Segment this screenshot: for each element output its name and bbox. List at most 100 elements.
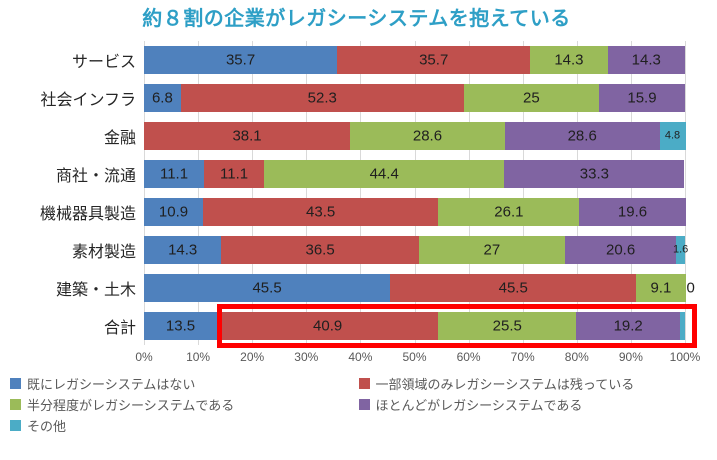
gridline: [414, 41, 416, 345]
category-label: サービス: [71, 54, 136, 71]
bar-row: 35.7 35.7 14.3 14.3: [144, 41, 685, 79]
bar: 35.7 35.7 14.3 14.3: [144, 46, 685, 74]
bar-value-label: 19.6: [617, 203, 648, 221]
legend-item: 既にレガシーシステムはない: [10, 373, 359, 394]
bar-row: 11.1 11.1 44.4 33.3: [144, 155, 685, 193]
bar-value-label: 26.1: [494, 203, 524, 221]
x-tick-label: 70%: [510, 350, 535, 364]
bar-segment: 27: [418, 236, 565, 264]
bar-segment: 25.5: [438, 312, 577, 340]
category-label: 機械器具製造: [39, 206, 136, 223]
bar-segment: 6.8: [144, 84, 181, 112]
bar-row: 14.3 36.5 27 20.6 1.6: [144, 231, 689, 269]
legend-item: ほとんどがレガシーシステムである: [358, 394, 708, 415]
bar-segment: 14.3: [144, 236, 222, 264]
legend-swatch: [358, 378, 370, 389]
bar-segment: 13.5: [144, 312, 218, 340]
x-tick-label: 0%: [135, 350, 153, 364]
gridline: [576, 41, 578, 345]
bar-value-label: 43.5: [306, 203, 336, 221]
bar-value-label: 1.6: [672, 243, 689, 256]
bar-value-label: 25: [523, 89, 540, 107]
gridline: [252, 41, 254, 345]
gridline: [468, 41, 470, 345]
bar-value-label: 40.9: [313, 317, 343, 335]
bar: 45.5 45.5 9.1 0: [144, 274, 695, 302]
x-tick-label: 90%: [618, 350, 643, 364]
bar-segment: 35.7: [144, 46, 338, 74]
bar-segment: 33.3: [504, 160, 685, 188]
bar-value-label: 6.8: [151, 89, 173, 107]
x-tick-label: 50%: [402, 350, 427, 364]
bar-segment: 45.5: [144, 274, 391, 302]
bar-segment: 26.1: [438, 198, 580, 226]
x-tick-label: 40%: [348, 350, 373, 364]
bar-segment: 20.6: [564, 236, 677, 264]
highlight-box: [217, 304, 697, 348]
bar-value-label: 45.5: [252, 279, 282, 297]
bar-value-label: 38.1: [232, 127, 262, 145]
bar-value-label: 28.6: [567, 127, 597, 145]
legend-label: その他: [27, 419, 67, 434]
legend-label: 半分程度がレガシーシステムである: [27, 398, 235, 413]
bar-segment: 14.3: [530, 46, 608, 74]
x-tick-label: 10%: [186, 350, 211, 364]
bar-value-label: 44.4: [369, 165, 399, 183]
plot-area: 35.7 35.7 14.3 14.3 6.8 52.3 25 15.9 0 38.1 28.6 28…: [144, 41, 697, 348]
bar: 13.5 40.9 25.5 19.2: [144, 312, 685, 340]
legend: 既にレガシーシステムはない 一部領域のみレガシーシステムは残っている半分程度がレガ…: [6, 373, 707, 436]
bar-segment: 14.3: [607, 46, 685, 74]
bar-segment: 1.6: [672, 236, 689, 264]
x-tick-label: 60%: [456, 350, 481, 364]
bar-value-label: 13.5: [165, 317, 196, 335]
category-label: 商社・流通: [55, 168, 136, 185]
bar-row: 6.8 52.3 25 15.9: [144, 79, 685, 117]
gridline: [360, 41, 362, 345]
axis-spacer: [6, 345, 144, 369]
bar-segment: 38.1: [144, 122, 351, 150]
legend-item: その他: [10, 415, 359, 436]
x-tick-label: 20%: [240, 350, 265, 364]
stacked-bar-chart: サービス 社会インフラ 金融 商社・流通 機械器具製造 素材製造 建築・土木 合計 35.7 3…: [6, 41, 707, 348]
bar-row: 13.5 40.9 25.5 19.2: [144, 304, 697, 348]
gridline: [630, 41, 632, 345]
legend-label: 一部領域のみレガシーシステムは残っている: [375, 377, 635, 392]
bar-value-label: 14.3: [554, 51, 584, 69]
category-label: 合計: [103, 320, 136, 337]
bar-value-label: 52.3: [307, 89, 337, 107]
bar-value-label: 19.2: [613, 317, 643, 335]
legend-swatch: [10, 378, 21, 389]
category-label: 金融: [103, 130, 136, 147]
bar-value-label: 36.5: [305, 241, 335, 259]
category-label: 素材製造: [71, 244, 136, 261]
category-label: 社会インフラ: [40, 92, 136, 109]
bar: 14.3 36.5 27 20.6 1.6: [144, 236, 689, 264]
bar-value-label: 10.9: [158, 203, 189, 221]
bar-segment: 28.6: [350, 122, 505, 150]
bar-value-label: 11.1: [220, 165, 249, 183]
bar-value-label: 14.3: [168, 241, 198, 259]
bar-value-label: 25.5: [492, 317, 522, 335]
x-axis-row: 0% 10% 20% 30% 40% 50% 60% 70% 80% 90% 100%: [6, 345, 707, 369]
gridline: [306, 41, 308, 345]
gridline: [144, 41, 145, 345]
bar-segment: 25: [463, 84, 599, 112]
legend-label: 既にレガシーシステムはない: [27, 377, 196, 392]
legend-swatch: [358, 399, 370, 410]
bar-segment: 19.2: [576, 312, 681, 340]
bar-row: 45.5 45.5 9.1 0: [144, 269, 695, 307]
x-tick-label: 30%: [294, 350, 319, 364]
gridline: [685, 41, 686, 345]
bar-segment: 35.7: [337, 46, 531, 74]
bar-segment: 28.6: [504, 122, 660, 150]
bar-segment: 43.5: [202, 198, 439, 226]
bar-row: 10.9 43.5 26.1 19.6: [144, 193, 686, 231]
bar-segment: 9.1: [636, 274, 686, 302]
gridline: [522, 41, 524, 345]
bar-segment: 44.4: [264, 160, 505, 188]
bar-value-label: 20.6: [605, 241, 636, 259]
bar: 11.1 11.1 44.4 33.3: [144, 160, 685, 188]
bar-segment: [680, 312, 685, 340]
bar-value-label: 35.7: [225, 51, 256, 69]
